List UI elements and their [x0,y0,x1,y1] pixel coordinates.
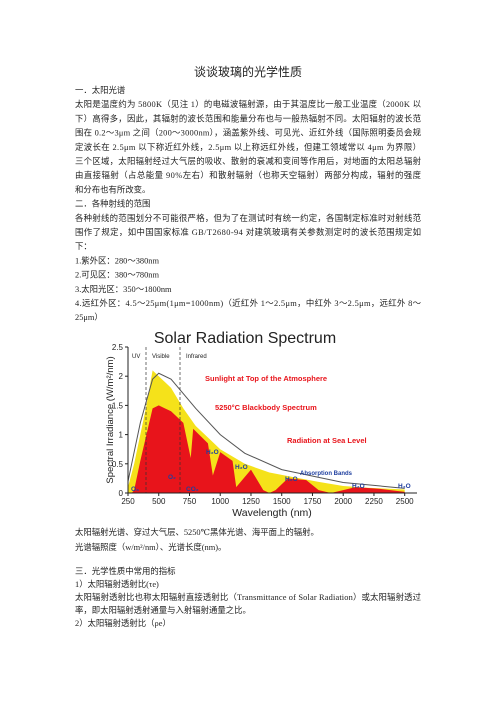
annotation: H₂O [285,476,298,483]
y-tick-label: 2 [119,372,124,381]
paragraph-line: 率，即太阳辐射透射通量与入射辐射通量之比。 [75,605,251,615]
annotation: H₂O [352,483,365,490]
paragraph-line: 定波长在 2.5μm 以下称近红外线，2.5μm 以上称远红外线，但建工领域常以… [75,142,421,152]
x-tick-label: 500 [152,497,166,506]
heading: 二．各种射线的范围 [75,199,150,209]
spectrum-area [131,405,405,493]
paragraph-line: 2.可见区：380～780nm [75,271,159,280]
doc-title: 谈谈玻璃的光学性质 [194,64,302,79]
annotation: H₂O [398,483,411,490]
series-label: Sunlight at Top of the Atmosphere [205,374,327,383]
paragraph-line: 太阳是温度约为 5800K（见注 1）的电磁波辐射源，由于其温度比一般工业温度（… [75,99,422,109]
x-tick-label: 1500 [273,497,291,506]
y-tick-label: 0 [119,489,124,498]
region-label: UV [132,354,140,360]
annotation: O₂ [168,474,176,481]
x-tick-label: 1250 [242,497,260,506]
paragraph-line: 由直接辐射（占总能量 90%左右）和散射辐射（也称天空辐射）两部分构成，辐射的强… [75,170,422,180]
x-tick-label: 250 [121,497,135,506]
y-tick-label: 1 [119,431,124,440]
paragraph-line: 三个区域，太阳辐射经过大气层的吸收、散射的衰减和变间等作用后，对地面的太阳总辐射 [75,156,422,166]
caption: 太阳辐射光谱、穿过大气层、5250℃黑体光谱、海平面上的辐射。 [75,527,319,537]
annotation: CO₂ [186,486,199,493]
heading: 一．太阳光谱 [75,85,126,95]
y-tick-label: 0.5 [112,460,124,469]
chart-title: Solar Radiation Spectrum [154,330,336,347]
paragraph-line: 25μm） [75,313,103,322]
annotation: O₃ [131,486,139,493]
region-label: Infrared [186,354,207,360]
paragraph-line: 下： [75,242,92,251]
annotation: H₂O [206,449,219,456]
paragraph-line: 和分布也有所改变。 [75,184,150,194]
x-tick-label: 1750 [304,497,322,506]
paragraph-line: 1.紫外区：280～380nm [75,255,159,265]
series-label: 5250°C Blackbody Spectrum [215,403,317,412]
paragraph-line: 4.远红外区：4.5～25μm(1μm=1000nm)（近红外 1～2.5μm，… [75,298,422,308]
x-tick-label: 2000 [334,497,352,506]
paragraph-line: 各种射线的范围划分不可能很严格，但为了在测试时有统一约定，各国制定标准时对射线范 [75,213,422,223]
paragraph-line: 3.太阳光区：350～1800nm [75,284,172,294]
y-axis-label: Spectral Irradiance (W/m²/nm) [105,356,116,483]
paragraph-line: 围作了规定，如中国国家标准 GB/T2680-94 对建筑玻璃有关参数测定时的波… [75,227,421,237]
caption: 光谱辐照度（w/m²/nm）、光谱长度(nm)。 [75,542,226,552]
x-tick-label: 2250 [365,497,383,506]
y-tick-label: 2.5 [112,343,124,352]
y-tick-label: 1.5 [112,401,124,410]
x-tick-label: 2500 [396,497,414,506]
x-tick-label: 750 [183,497,197,506]
region-label: Visible [152,354,170,360]
heading: 三．光学性质中常用的指标 [75,566,176,576]
paragraph-line: 2）太阳辐射透射比（ρe） [75,618,171,628]
spectrum-line [127,372,405,489]
x-tick-label: 1000 [211,497,229,506]
series-label: Radiation at Sea Level [287,436,367,445]
x-axis-label: Wavelength (nm) [232,507,312,519]
paragraph-line: 太阳辐射透射比也称太阳辐射直接透射比（Transmittance of Sola… [75,592,422,602]
annotation: H₂O [235,464,248,471]
paragraph-line: 1）太阳辐射透射比(τe) [75,579,159,589]
paragraph-line: 围在 0.2～3μm 之间（200～3000nm），涵盖紫外线、可见光、近红外线… [75,128,422,138]
paragraph-line: 下）高得多，因此，其辐射的波长范围和能量分布也与一般热辐射不同。太阳辐射的波长范 [75,113,422,123]
annotation: Absorption Bands [300,471,353,477]
